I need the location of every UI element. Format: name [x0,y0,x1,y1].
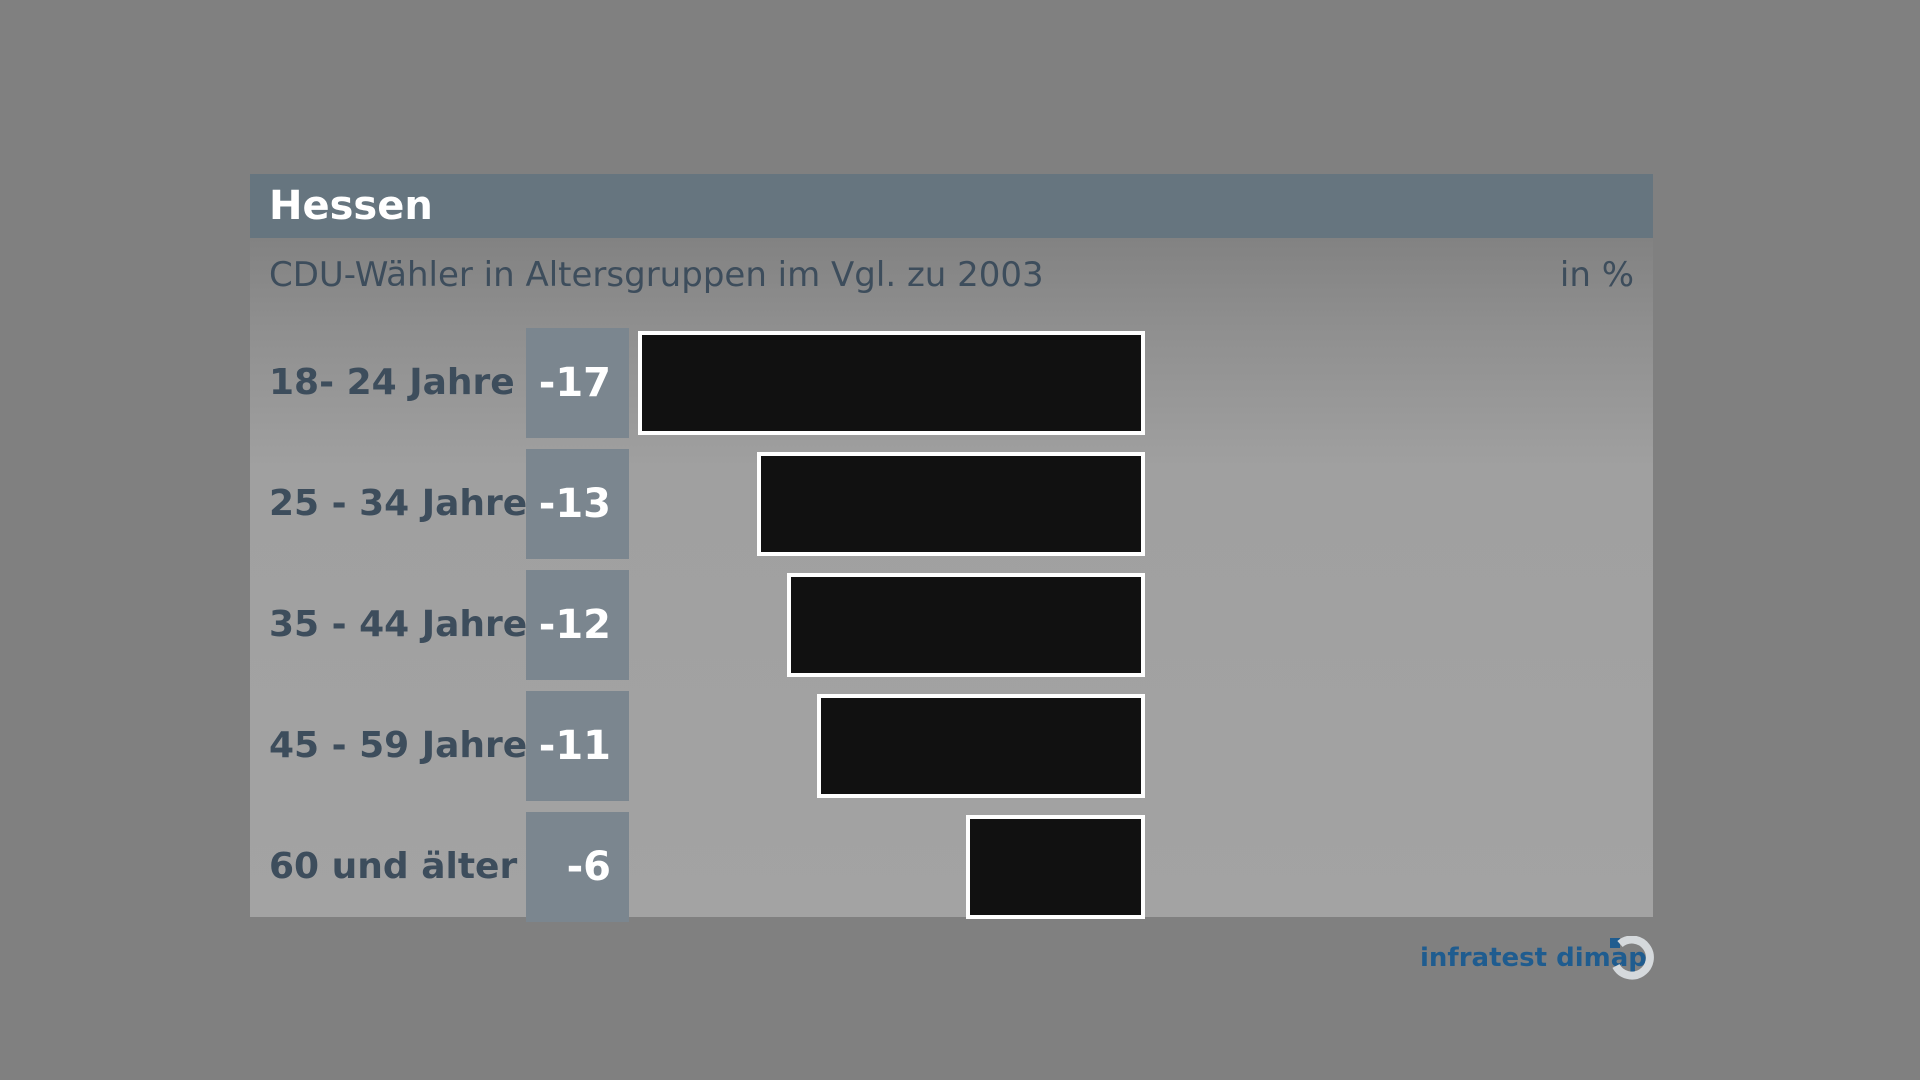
value-box: -13 [526,449,629,559]
chart-title: Hessen [269,183,433,229]
value-box: -17 [526,328,629,438]
bar [816,694,1145,798]
brand-logo-icon [1610,936,1654,980]
data-label: -13 [538,481,611,527]
bar [966,815,1145,919]
chart-panel: Hessen CDU-Wähler in Altersgruppen im Vg… [250,174,1653,922]
category-label: 18- 24 Jahre [269,362,515,403]
bar [787,573,1145,677]
category-label: 60 und älter [269,846,518,887]
data-label: -11 [538,723,611,769]
brand-name: infratest dimap [1420,943,1647,973]
chart-body: CDU-Wähler in Altersgruppen im Vgl. zu 2… [250,238,1653,922]
unit-label: in % [1559,255,1634,295]
data-label: -12 [538,602,611,648]
category-label: 25 - 34 Jahre [269,483,528,524]
chart-subtitle: CDU-Wähler in Altersgruppen im Vgl. zu 2… [269,255,1044,295]
category-label: 45 - 59 Jahre [269,725,528,766]
plot-area: 18- 24 Jahre -17 25 - 34 Jahre -13 35 - 44 J… [250,238,1653,922]
data-label: -6 [566,844,611,890]
data-label: -17 [538,360,611,406]
value-box: -6 [526,812,629,922]
category-label: 35 - 44 Jahre [269,604,528,645]
bar [638,331,1145,435]
value-box: -12 [526,570,629,680]
bar [757,452,1145,556]
value-box: -11 [526,691,629,801]
chart-header: Hessen [250,174,1653,238]
